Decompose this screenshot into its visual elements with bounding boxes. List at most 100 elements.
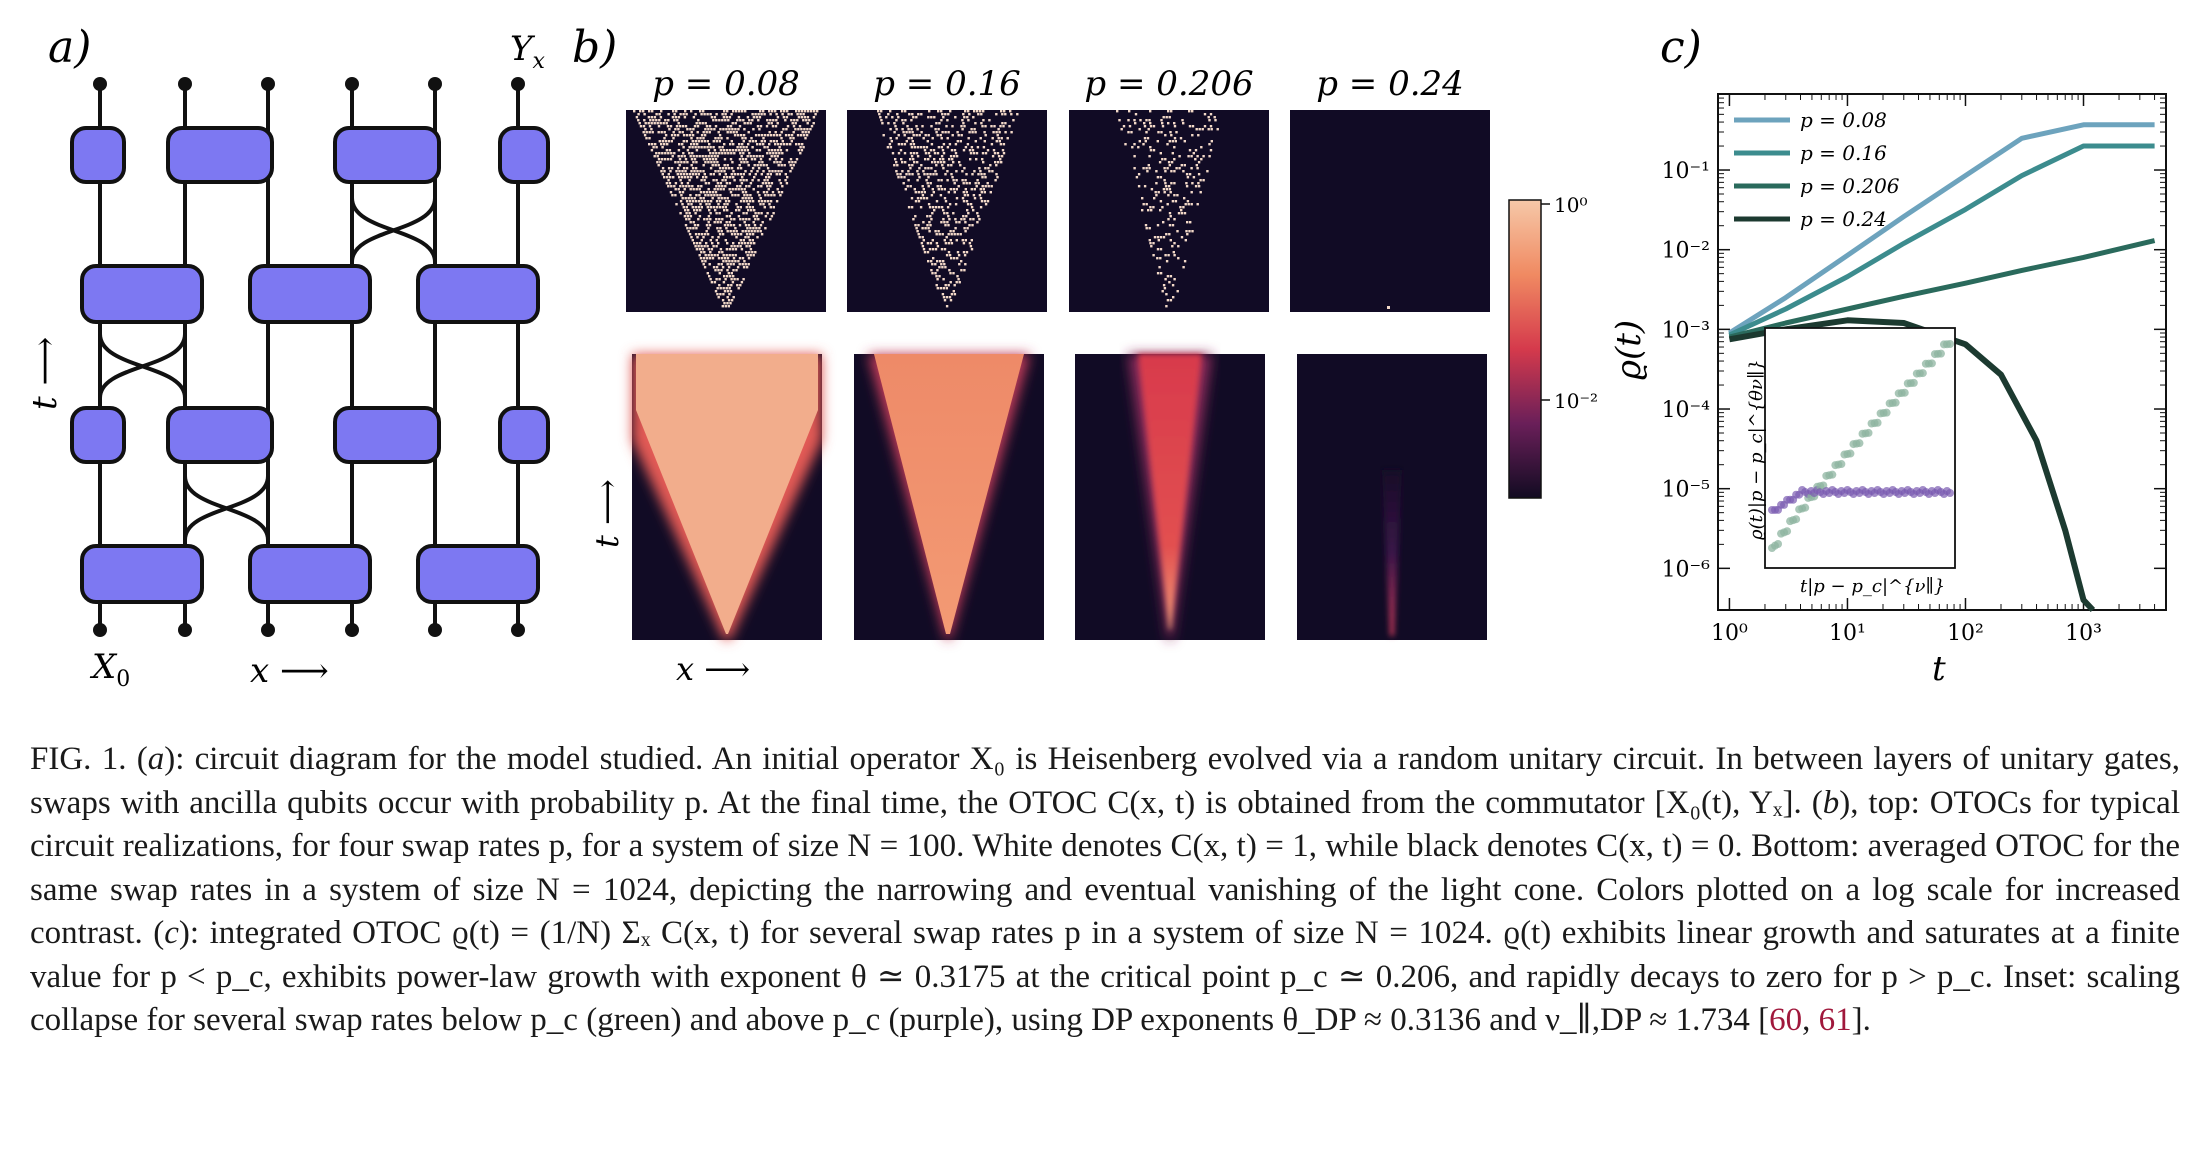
unitary-gate [166,406,274,464]
unitary-gate [498,406,550,464]
x-tick-label: 10³ [2065,621,2102,646]
unitary-gate [70,126,126,184]
x-tick-label: 10¹ [1829,621,1866,646]
series-line-2 [1728,143,2155,338]
unitary-gate [248,264,372,324]
inset-scaling-collapse: ϱ(t)|p − p_c|^{θν∥} t|p − p_c|^{ν∥} [1746,327,1956,597]
figure-caption: FIG. 1. (a): circuit diagram for the mod… [30,738,2180,1043]
typical-map-2 [847,110,1047,312]
wire-end-dot [261,77,275,91]
wire-end-dot [178,77,192,91]
time-axis-label-b: t ⟶ [588,479,626,548]
y-tick-label: 10⁻¹ [1662,159,1710,184]
inset-x-label: t|p − p_c|^{ν∥} [1800,576,1945,597]
y-tick-label: 10⁻² [1662,239,1710,264]
caption-text-7: ): integrated OTOC ϱ(t) = (1/N) Σₓ C(x, … [30,915,2180,1038]
p-label-1: p = 0.08 [652,64,800,104]
inset-y-label: ϱ(t)|p − p_c|^{θν∥} [1746,359,1767,540]
inset-point-green [1946,340,1954,348]
series-line-3 [1728,238,2156,340]
series-line-4 [1728,317,2096,613]
inset-point-green [1909,378,1918,387]
colorbar-tick-1: 10⁻² [1554,389,1598,413]
y-tick-label: 10⁻⁴ [1662,398,1711,423]
top-operator-label: Yx [510,29,545,74]
inset-point-green [1900,388,1909,397]
inset-point-green [1864,428,1873,437]
y-tick-label: 10⁻⁵ [1662,478,1710,503]
inset-point-green [1882,408,1891,417]
caption-panel-a-ref: a [147,741,165,777]
colorbar-tick-0: 10⁰ [1554,193,1587,217]
unitary-gate [248,544,372,604]
unitary-gate [166,126,274,184]
inset-point-green [1918,369,1927,378]
space-axis-label-b: x ⟶ [676,650,750,688]
x-axis-label: t [1932,649,1946,689]
panel-b-label: b) [572,22,617,73]
wire-end-dot [428,77,442,91]
averaged-otoc-row: t ⟶ x ⟶ [588,354,1487,688]
panel-b-otoc-maps: b) p = 0.08 p = 0.16 p = 0.206 p = 0.24 [572,22,1598,688]
figure-1: a) Yx X0 x ⟶ t ⟶ b) p = 0.08 p = 0.16 p = … [25,22,2167,692]
wire-end-dot [345,623,359,637]
bottom-operator-label: X0 [89,647,130,692]
panel-c-label: c) [1660,22,1702,73]
light-cone-4 [1382,470,1402,636]
inset-point-green [1855,439,1864,448]
time-axis-label-a: t ⟶ [25,337,65,410]
y-axis-label: ϱ(t) [1609,320,1649,380]
inset-point-green [1792,515,1801,524]
legend-label: p = 0.24 [1800,207,1887,231]
unitary-gate [333,406,441,464]
wire-end-dot [93,623,107,637]
colorbar: 10⁰ 10⁻² [1508,193,1598,499]
p-label-3: p = 0.206 [1084,64,1253,104]
inset-point-green [1873,418,1882,427]
wire-end-dot [428,623,442,637]
inset-point-green [1801,503,1810,512]
unitary-gate [80,544,204,604]
plot-series [1728,122,2156,613]
legend-label: p = 0.08 [1800,108,1887,132]
y-tick-label: 10⁻⁶ [1662,557,1711,582]
x-tick-label: 10² [1947,621,1984,646]
unitary-gate [416,544,540,604]
inset-point-green [1783,527,1792,536]
caption-text-3: ): circuit diagram for the model studied… [30,741,2180,821]
inset-point-green [1927,359,1936,368]
panel-c-integrated-otoc: c) 10⁰ 10¹ 10² 10³10⁻⁶10⁻⁵10⁻⁴10⁻³10⁻²10⁻¹ … [1609,22,2167,689]
panel-a-label: a) [48,22,91,73]
caption-panel-b-ref: b [1822,784,1840,821]
unitary-gate [498,126,550,184]
wire-end-dot [178,623,192,637]
typical-map-3 [1069,110,1269,312]
legend-label: p = 0.16 [1800,141,1887,165]
wire-end-dot [345,77,359,91]
inset-point-green [1828,470,1837,479]
legend: p = 0.08 p = 0.16 p = 0.206 p = 0.24 [1734,108,1900,231]
inset-point-green [1936,349,1945,358]
wire-end-dot [511,623,525,637]
circuit-diagram [70,77,550,637]
wire-end-dot [261,623,275,637]
p-label-2: p = 0.16 [873,64,1021,104]
unitary-gate [70,406,126,464]
legend-label: p = 0.206 [1800,174,1900,198]
inset-point-green [1891,398,1900,407]
caption-panel-c-ref: c [164,915,179,951]
caption-text-1: FIG. 1. ( [30,741,148,777]
typical-map-4 [1290,110,1490,312]
citation-60[interactable]: 60 [1769,1002,1803,1038]
x-tick-label: 10⁰ [1711,621,1748,646]
y-tick-label: 10⁻³ [1662,318,1710,343]
unitary-gate [333,126,441,184]
caption-text-5: ), top: OTOCs for typical circuit realiz… [30,784,2180,952]
inset-point-green [1774,540,1783,549]
wire-end-dot [93,77,107,91]
caption-text-9: ]. [1851,1002,1871,1038]
panel-a-circuit: a) Yx X0 x ⟶ t ⟶ [25,22,550,692]
unitary-gate [416,264,540,324]
citation-61[interactable]: 61 [1818,1002,1852,1038]
inset-point-green [1837,460,1846,469]
